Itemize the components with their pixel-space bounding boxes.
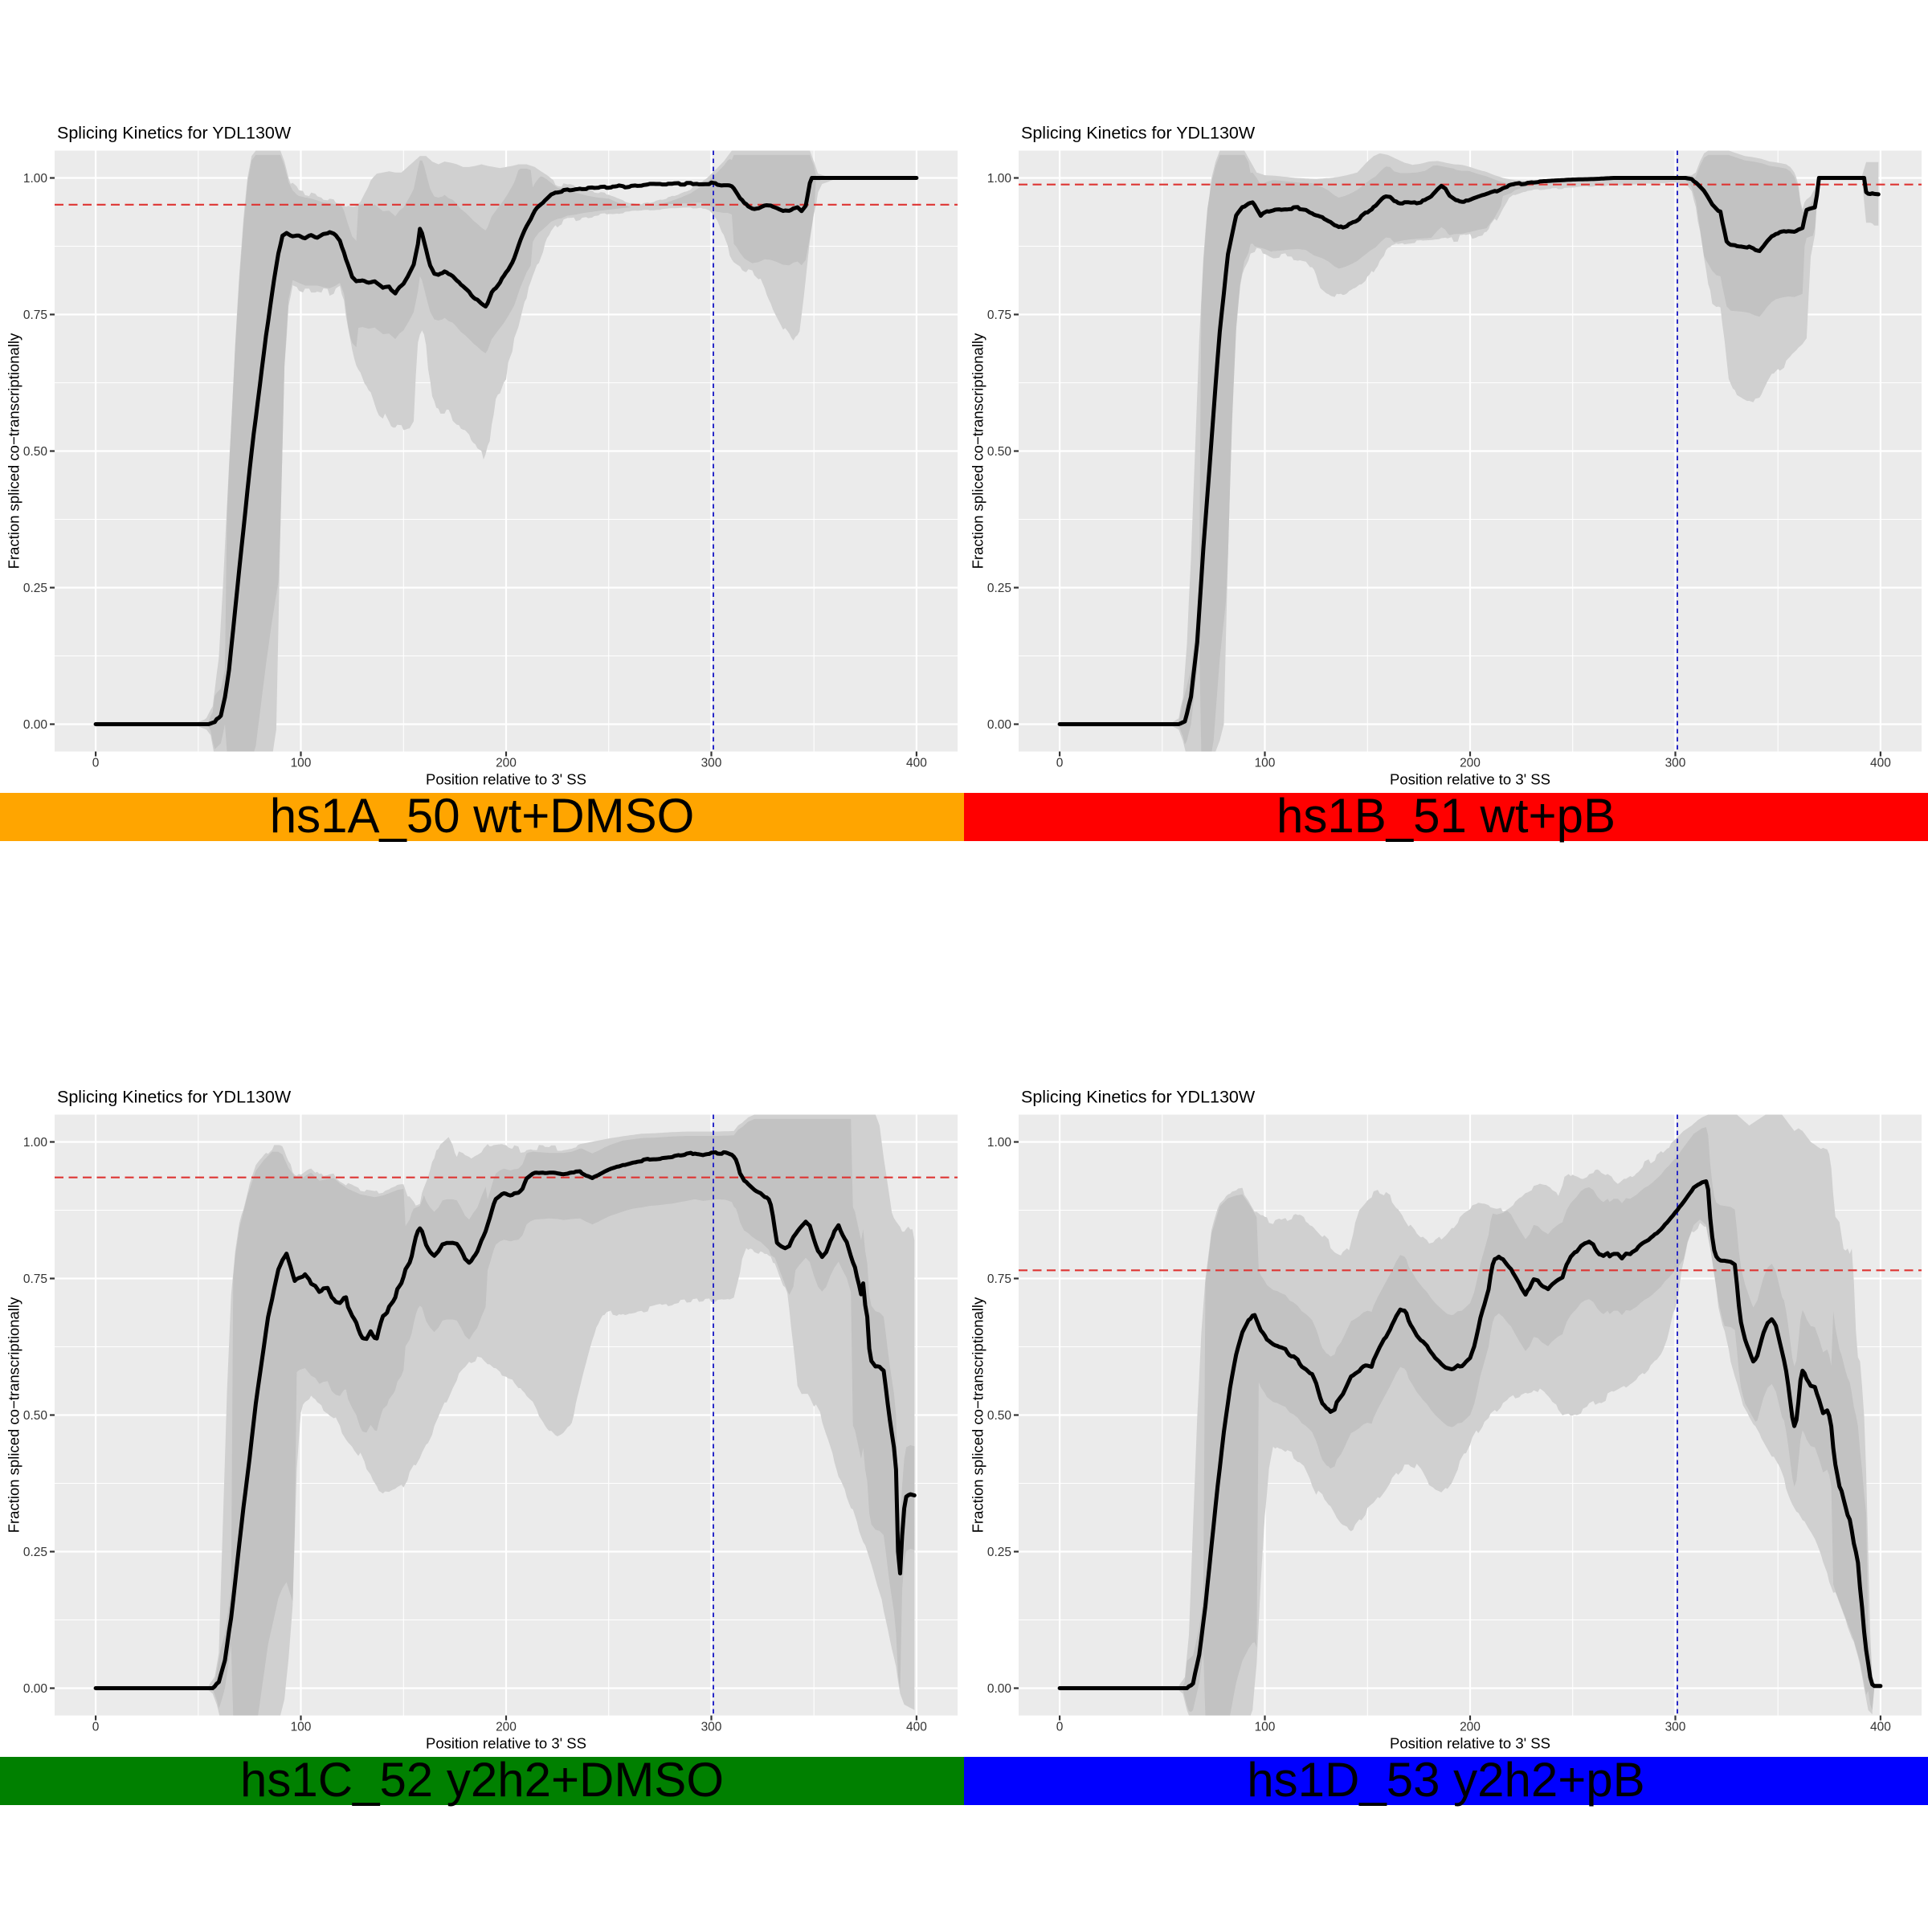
- svg-text:0.50: 0.50: [23, 445, 48, 459]
- svg-text:Position relative to 3' SS: Position relative to 3' SS: [1390, 1735, 1550, 1752]
- svg-text:0.50: 0.50: [987, 445, 1012, 459]
- svg-text:hs1D_53 y2h2+pB: hs1D_53 y2h2+pB: [1247, 1753, 1644, 1807]
- svg-text:0.00: 0.00: [987, 1682, 1012, 1696]
- svg-text:Position relative to 3' SS: Position relative to 3' SS: [1390, 771, 1550, 788]
- svg-text:hs1B_51 wt+pB: hs1B_51 wt+pB: [1276, 789, 1616, 843]
- svg-text:100: 100: [1255, 1721, 1276, 1734]
- svg-text:0.25: 0.25: [987, 582, 1011, 595]
- svg-text:0.75: 0.75: [987, 308, 1011, 322]
- svg-text:Splicing Kinetics for YDL130W: Splicing Kinetics for YDL130W: [1021, 1088, 1256, 1107]
- svg-text:Position relative to 3' SS: Position relative to 3' SS: [426, 771, 586, 788]
- svg-text:0.25: 0.25: [987, 1546, 1011, 1559]
- svg-text:300: 300: [701, 1721, 722, 1734]
- svg-text:0.75: 0.75: [23, 1272, 47, 1286]
- svg-text:200: 200: [496, 1721, 517, 1734]
- svg-text:0.50: 0.50: [987, 1409, 1012, 1423]
- svg-text:0.75: 0.75: [23, 308, 47, 322]
- svg-text:0: 0: [92, 1721, 100, 1734]
- svg-text:0: 0: [1056, 757, 1064, 770]
- svg-text:100: 100: [291, 757, 312, 770]
- svg-text:1.00: 1.00: [987, 172, 1012, 186]
- svg-text:300: 300: [1665, 1721, 1686, 1734]
- svg-text:400: 400: [906, 757, 927, 770]
- svg-text:0.00: 0.00: [23, 718, 48, 732]
- svg-text:300: 300: [701, 757, 722, 770]
- svg-text:400: 400: [1870, 757, 1891, 770]
- svg-text:300: 300: [1665, 757, 1686, 770]
- svg-text:0.00: 0.00: [23, 1682, 48, 1696]
- svg-text:100: 100: [1255, 757, 1276, 770]
- svg-text:Fraction spliced co−transcript: Fraction spliced co−transcriptionally: [6, 333, 22, 569]
- svg-text:Fraction spliced co−transcript: Fraction spliced co−transcriptionally: [970, 1297, 986, 1533]
- svg-text:1.00: 1.00: [23, 1136, 48, 1150]
- svg-text:0.75: 0.75: [987, 1272, 1011, 1286]
- svg-text:400: 400: [1870, 1721, 1891, 1734]
- svg-text:0.25: 0.25: [23, 1546, 47, 1559]
- svg-text:200: 200: [1460, 1721, 1481, 1734]
- svg-text:Fraction spliced co−transcript: Fraction spliced co−transcriptionally: [970, 333, 986, 569]
- svg-text:400: 400: [906, 1721, 927, 1734]
- svg-text:Fraction spliced co−transcript: Fraction spliced co−transcriptionally: [6, 1297, 22, 1533]
- svg-text:0.50: 0.50: [23, 1409, 48, 1423]
- svg-text:1.00: 1.00: [987, 1136, 1012, 1150]
- svg-text:Splicing Kinetics for YDL130W: Splicing Kinetics for YDL130W: [57, 124, 292, 143]
- svg-text:200: 200: [1460, 757, 1481, 770]
- svg-text:0: 0: [92, 757, 100, 770]
- svg-text:0: 0: [1056, 1721, 1064, 1734]
- svg-text:100: 100: [291, 1721, 312, 1734]
- svg-text:1.00: 1.00: [23, 172, 48, 186]
- svg-text:Splicing Kinetics for YDL130W: Splicing Kinetics for YDL130W: [57, 1088, 292, 1107]
- svg-text:Position relative to 3' SS: Position relative to 3' SS: [426, 1735, 586, 1752]
- svg-text:hs1C_52 y2h2+DMSO: hs1C_52 y2h2+DMSO: [240, 1753, 724, 1807]
- svg-text:hs1A_50 wt+DMSO: hs1A_50 wt+DMSO: [270, 789, 695, 843]
- svg-text:Splicing Kinetics for YDL130W: Splicing Kinetics for YDL130W: [1021, 124, 1256, 143]
- svg-text:200: 200: [496, 757, 517, 770]
- svg-text:0.00: 0.00: [987, 718, 1012, 732]
- svg-text:0.25: 0.25: [23, 582, 47, 595]
